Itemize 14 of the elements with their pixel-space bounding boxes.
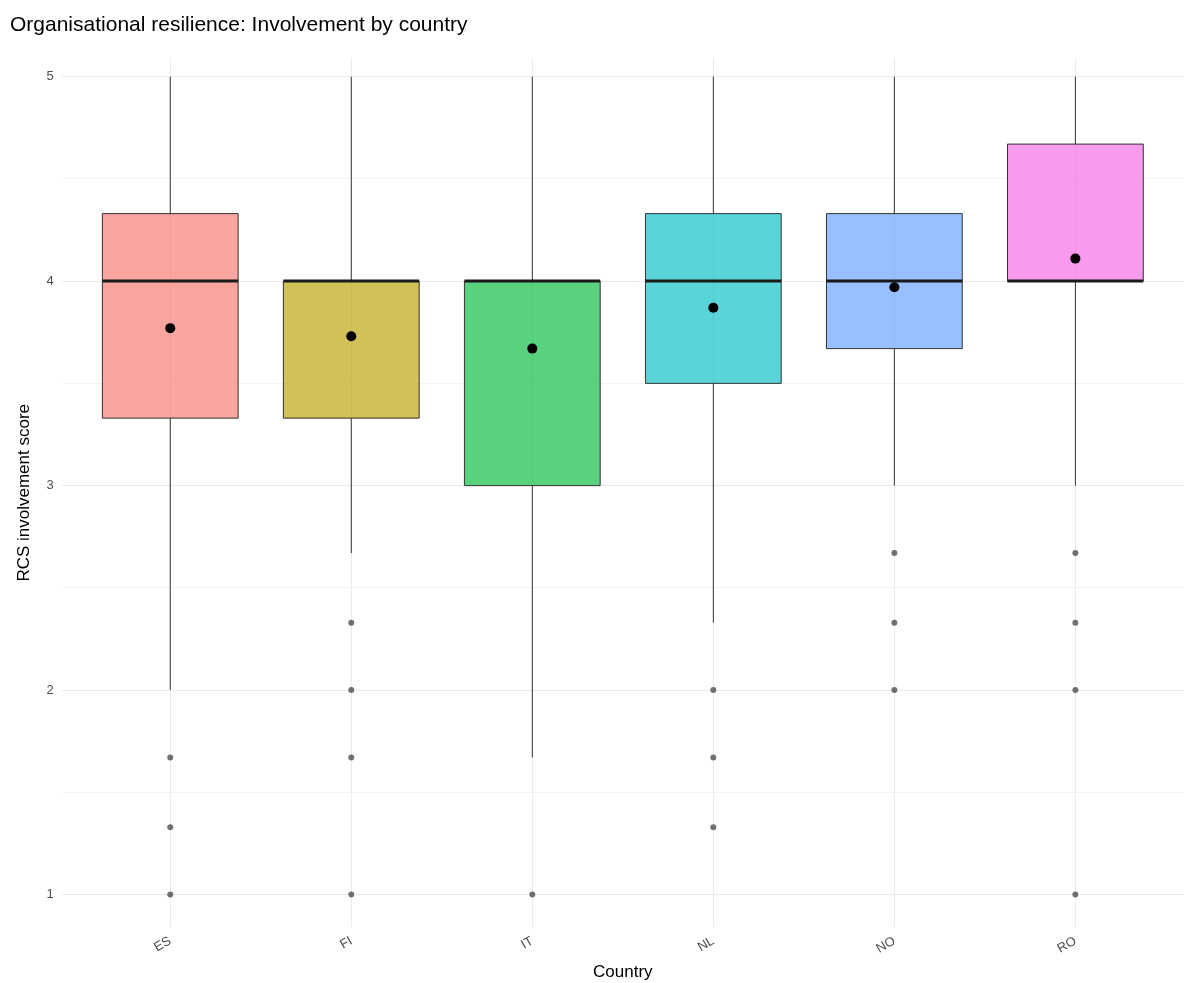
y-tick-label: 1 — [46, 886, 54, 902]
y-tick-label: 2 — [46, 681, 54, 697]
x-axis-title: Country — [593, 962, 654, 982]
y-tick-label: 5 — [46, 68, 54, 84]
chart-title: Organisational resilience: Involvement by country — [10, 12, 469, 36]
x-tick-label: NL — [694, 932, 717, 955]
y-tick-label: 4 — [46, 272, 54, 288]
x-tick-label: NO — [873, 932, 898, 956]
x-tick-label: RO — [1054, 932, 1079, 956]
x-tick-label: ES — [151, 932, 174, 955]
y-tick-label: 3 — [46, 477, 54, 493]
y-axis-title: RCS involvement score — [13, 403, 33, 582]
x-tick-label: FI — [337, 932, 355, 952]
x-tick-label: IT — [518, 932, 536, 952]
